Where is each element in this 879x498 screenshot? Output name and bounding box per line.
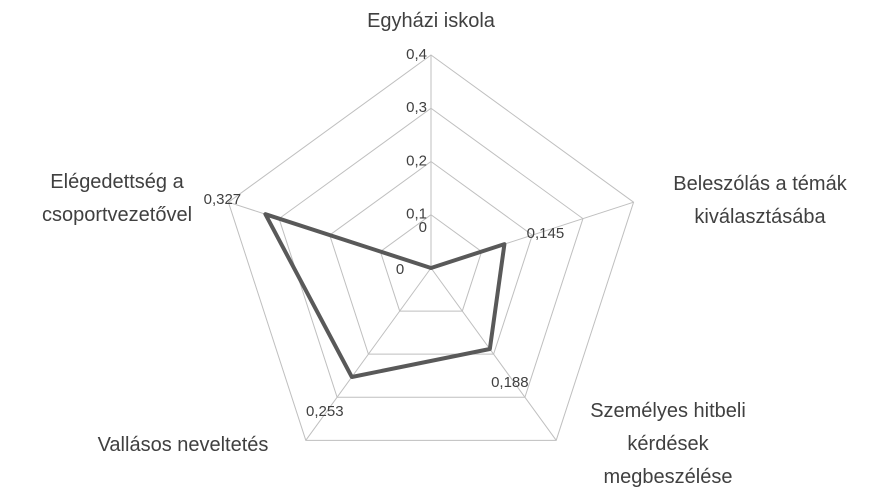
y-tick-label: 0: [419, 219, 427, 236]
value-label: 0,253: [306, 403, 344, 420]
y-tick-label: 0,1: [406, 206, 427, 223]
value-label: 0,145: [527, 225, 565, 242]
category-label: Elégedettség a csoportvezetővel: [42, 171, 192, 226]
spoke: [305, 267, 432, 441]
category-label: Beleszólás a témák kiválasztásába: [673, 173, 847, 228]
value-label: 0,327: [204, 191, 242, 208]
grid-ring: [227, 54, 635, 441]
y-tick-label: 0,3: [406, 99, 427, 116]
grid-ring: [278, 107, 584, 398]
category-label: Személyes hitbeli kérdések megbeszélése: [590, 400, 746, 488]
grid-ring: [379, 214, 483, 312]
grid-ring: [329, 160, 533, 355]
value-label: 0,188: [491, 374, 529, 391]
y-tick-label: 0,2: [406, 152, 427, 169]
spoke: [430, 267, 557, 441]
series-line: [263, 212, 507, 379]
category-label: Egyházi iskola: [367, 10, 496, 32]
y-tick-label: 0,4: [406, 46, 427, 63]
value-label: 0: [396, 261, 404, 278]
category-label: Vallásos neveltetés: [98, 434, 269, 456]
